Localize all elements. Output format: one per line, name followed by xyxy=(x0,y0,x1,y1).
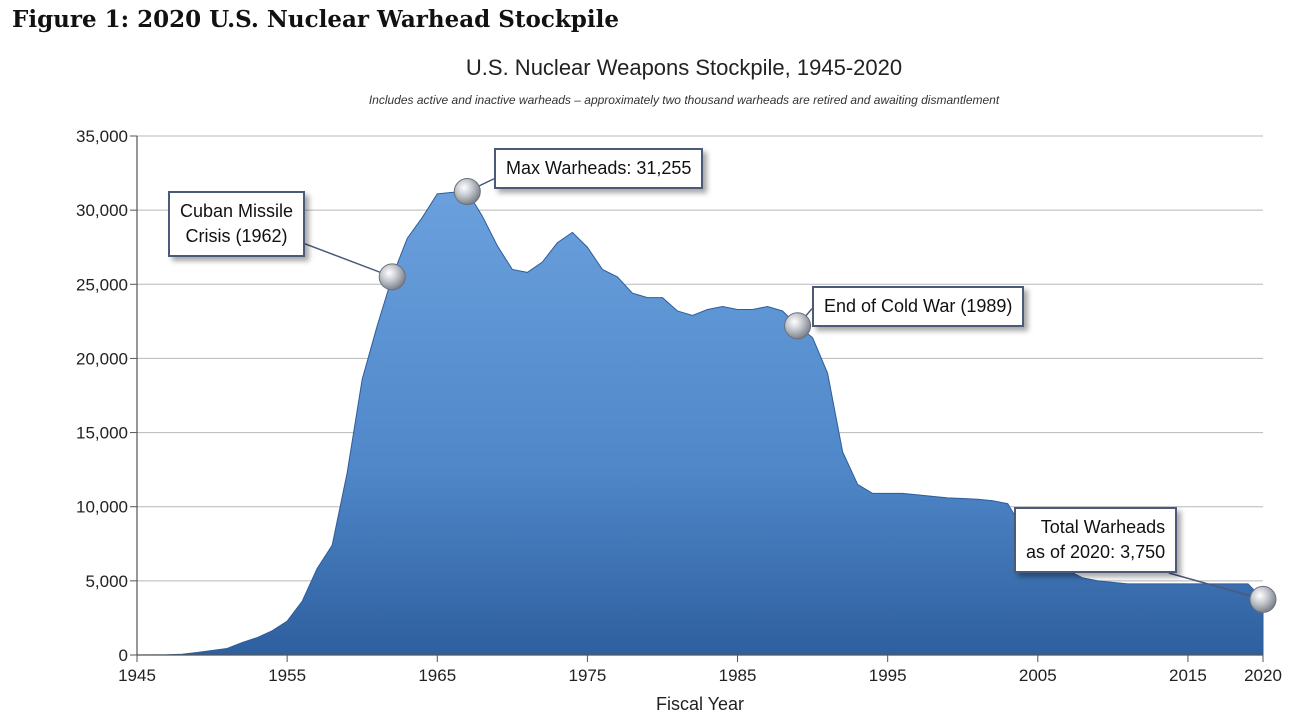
x-tick-label: 1955 xyxy=(268,666,306,685)
figure-caption: Figure 1: 2020 U.S. Nuclear Warhead Stoc… xyxy=(12,6,619,33)
x-tick-label: 1985 xyxy=(719,666,757,685)
x-tick-label: 1945 xyxy=(118,666,156,685)
y-tick-label: 0 xyxy=(119,646,128,665)
y-tick-label: 5,000 xyxy=(85,572,128,591)
y-tick-label: 20,000 xyxy=(76,349,128,368)
y-tick-label: 35,000 xyxy=(76,127,128,146)
callout-line: as of 2020: 3,750 xyxy=(1026,542,1166,562)
callout-max-warheads: Max Warheads: 31,255 xyxy=(494,148,704,189)
y-tick-label: 10,000 xyxy=(76,498,128,517)
callout-line: Crisis (1962) xyxy=(185,226,288,246)
x-tick-label: 2005 xyxy=(1019,666,1057,685)
annotation-marker xyxy=(453,178,481,206)
x-tick-label: 1995 xyxy=(869,666,907,685)
x-tick-label: 1965 xyxy=(418,666,456,685)
annotation-pointer xyxy=(304,243,393,278)
annotation-marker xyxy=(378,263,406,291)
axes: 0 5,000 10,000 15,000 20,000 25,000 30,000 35,0… xyxy=(76,127,1282,685)
callout-cuban-missile-crisis: Cuban Missile Crisis (1962) xyxy=(168,191,306,257)
callout-line: Max Warheads: 31,255 xyxy=(506,158,692,178)
y-tick-label: 15,000 xyxy=(76,424,128,443)
callout-line: Cuban Missile xyxy=(180,201,294,221)
annotation-pointer xyxy=(1168,572,1264,601)
y-tick-label: 30,000 xyxy=(76,201,128,220)
x-tick-label: 2020 xyxy=(1244,666,1282,685)
callout-end-of-cold-war: End of Cold War (1989) xyxy=(812,286,1025,327)
x-tick-label: 2015 xyxy=(1169,666,1207,685)
y-tick-label: 25,000 xyxy=(76,275,128,294)
annotation-marker xyxy=(1249,585,1277,613)
series-area xyxy=(136,191,1264,656)
callout-line: End of Cold War (1989) xyxy=(824,296,1013,316)
callout-total-warheads-2020: Total Warheads as of 2020: 3,750 xyxy=(1014,507,1178,573)
callout-line: Total Warheads xyxy=(1040,517,1166,537)
chart-subtitle: Includes active and inactive warheads – … xyxy=(368,93,1000,107)
chart-title: U.S. Nuclear Weapons Stockpile, 1945-202… xyxy=(465,55,903,80)
stockpile-area xyxy=(136,191,1264,656)
annotation-marker xyxy=(784,312,812,340)
x-tick-label: 1975 xyxy=(568,666,606,685)
x-axis-title: Fiscal Year xyxy=(656,694,744,714)
annotation-markers xyxy=(378,178,1277,613)
